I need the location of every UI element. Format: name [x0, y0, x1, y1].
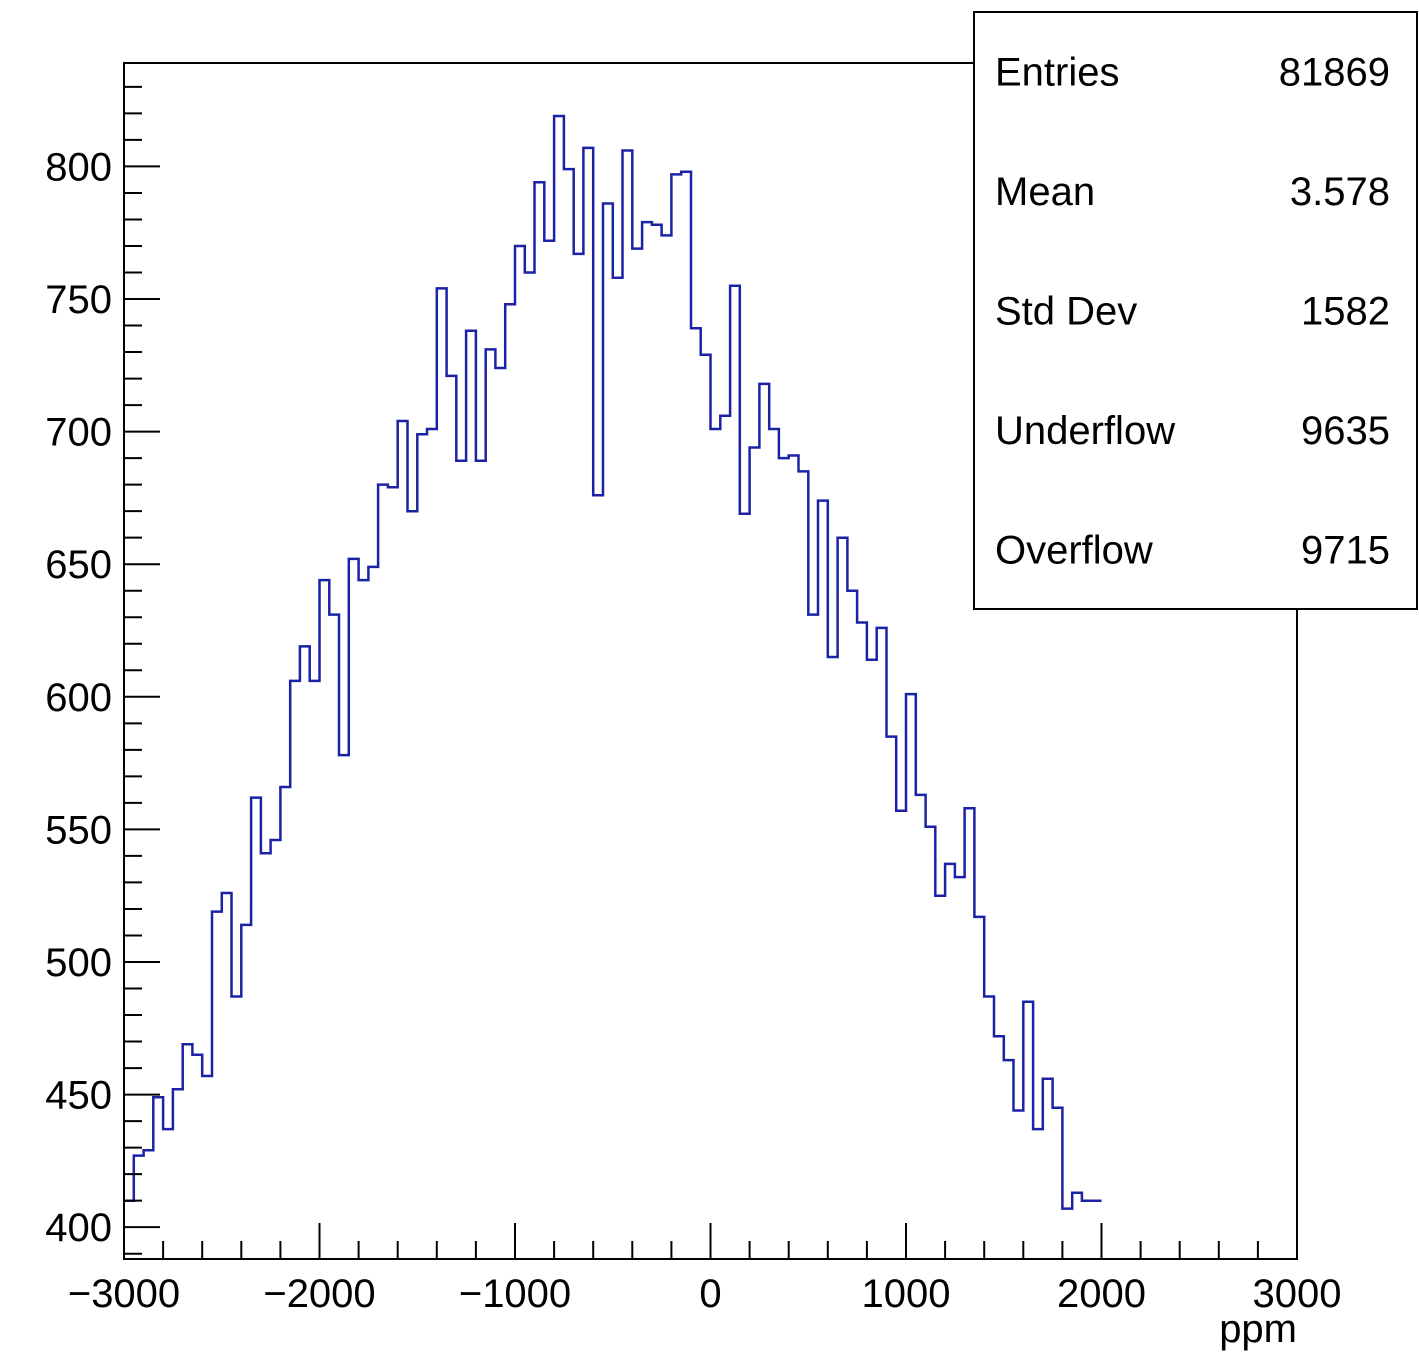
y-tick-label: 550 — [45, 808, 112, 852]
y-axis: 400 450 500 550 600 650 700 750 800 — [45, 85, 160, 1255]
stats-value: 9715 — [1301, 528, 1390, 572]
x-axis-title: ppm — [1219, 1307, 1297, 1351]
y-tick-label: 650 — [45, 543, 112, 587]
y-tick-label: 750 — [45, 278, 112, 322]
x-tick-label: −3000 — [68, 1272, 180, 1316]
histogram-line — [124, 114, 1102, 1210]
stats-label: Mean — [995, 170, 1095, 214]
x-axis: −3000 −2000 −1000 0 1000 2000 3000 — [68, 1223, 1342, 1316]
stats-label: Underflow — [995, 409, 1175, 453]
x-tick-label: 3000 — [1253, 1272, 1342, 1316]
y-tick-label: 500 — [45, 941, 112, 985]
y-tick-label: 600 — [45, 676, 112, 720]
stats-value: 81869 — [1279, 51, 1390, 95]
y-tick-label: 400 — [45, 1206, 112, 1250]
stats-label: Entries — [995, 51, 1120, 95]
stats-label: Overflow — [995, 528, 1153, 572]
x-tick-label: −2000 — [263, 1272, 375, 1316]
stats-box: Entries 81869 Mean 3.578 Std Dev 1582 Underflo… — [973, 11, 1418, 610]
y-tick-label: 450 — [45, 1074, 112, 1118]
x-tick-label: 2000 — [1057, 1272, 1146, 1316]
y-tick-label: 800 — [45, 145, 112, 189]
x-tick-label: 0 — [699, 1272, 721, 1316]
stats-value: 9635 — [1301, 409, 1390, 453]
stats-box-frame — [973, 11, 1418, 610]
y-tick-label: 700 — [45, 411, 112, 455]
x-tick-label: −1000 — [459, 1272, 571, 1316]
stats-value: 1582 — [1301, 290, 1390, 334]
stats-label: Std Dev — [995, 290, 1137, 334]
stats-value: 3.578 — [1290, 170, 1390, 214]
x-tick-label: 1000 — [862, 1272, 951, 1316]
